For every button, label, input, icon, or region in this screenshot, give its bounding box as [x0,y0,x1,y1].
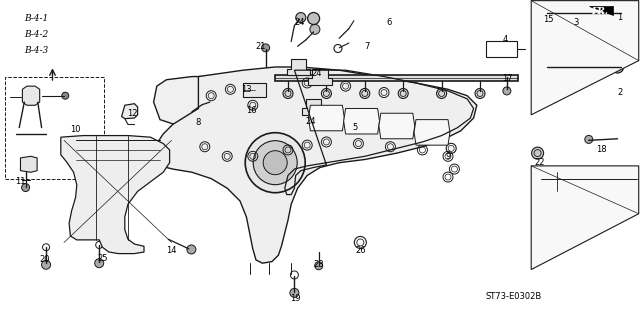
Circle shape [612,61,623,73]
Text: 13: 13 [241,85,252,94]
Circle shape [585,191,599,205]
Circle shape [612,204,623,217]
Circle shape [315,262,323,270]
Text: 22: 22 [534,158,545,167]
Bar [275,75,518,81]
Polygon shape [302,99,325,115]
Text: 19: 19 [291,294,301,303]
Text: 7: 7 [364,42,369,51]
Text: 17: 17 [502,74,513,83]
Text: 6: 6 [387,18,392,27]
Polygon shape [531,1,639,115]
Polygon shape [308,105,344,131]
Polygon shape [154,67,477,263]
Circle shape [263,151,287,175]
Circle shape [42,260,51,269]
Text: ST73-E0302B: ST73-E0302B [485,293,541,301]
Circle shape [436,88,447,99]
Circle shape [308,12,319,25]
Text: 3: 3 [573,18,579,27]
Polygon shape [20,156,37,172]
Circle shape [545,7,556,19]
Circle shape [590,8,600,18]
Circle shape [296,12,306,23]
Circle shape [95,259,104,268]
Text: 8: 8 [196,118,201,127]
Text: 24: 24 [312,69,322,78]
Circle shape [310,24,320,34]
Polygon shape [308,69,332,85]
Circle shape [503,87,511,95]
Polygon shape [287,59,310,75]
Circle shape [545,61,556,73]
Circle shape [187,245,196,254]
Text: 15: 15 [543,15,554,24]
Text: 21: 21 [256,42,266,51]
Text: 10: 10 [70,125,81,134]
Circle shape [62,92,68,99]
Text: 24: 24 [305,117,316,126]
Polygon shape [531,166,639,270]
Text: B-4-2: B-4-2 [24,30,49,39]
Polygon shape [61,136,170,254]
Text: B-4-3: B-4-3 [24,46,49,55]
Circle shape [590,62,600,72]
Polygon shape [344,108,380,134]
Polygon shape [414,120,450,145]
Text: B-4-1: B-4-1 [24,14,49,23]
Text: 26: 26 [355,246,365,255]
Text: 12: 12 [127,109,138,118]
Text: 20: 20 [40,256,50,264]
Polygon shape [589,6,613,15]
Circle shape [321,88,332,99]
Text: 18: 18 [596,145,607,154]
Circle shape [22,183,29,192]
Text: 24: 24 [294,18,305,27]
Text: 11: 11 [15,177,26,186]
Circle shape [539,14,549,24]
Polygon shape [154,77,256,126]
Circle shape [475,88,485,99]
Bar [5,77,104,179]
Text: 25: 25 [97,254,108,263]
Polygon shape [122,104,138,119]
Polygon shape [379,113,415,139]
Text: 4: 4 [503,35,508,44]
Circle shape [360,88,370,99]
Text: 1: 1 [617,13,622,22]
Circle shape [253,141,297,185]
Text: 14: 14 [166,246,177,255]
Text: 9: 9 [445,152,451,161]
Circle shape [262,44,269,52]
Circle shape [398,88,408,99]
Circle shape [556,177,572,193]
Circle shape [569,6,583,20]
Polygon shape [243,83,266,97]
Circle shape [585,135,593,144]
Circle shape [569,60,583,74]
Circle shape [612,7,623,19]
Circle shape [283,88,293,99]
Text: 5: 5 [353,123,358,132]
Text: 2: 2 [617,88,622,97]
Circle shape [532,147,543,159]
Circle shape [558,180,568,190]
Text: 23: 23 [314,260,324,269]
Circle shape [290,288,299,297]
Polygon shape [22,86,40,105]
Text: FR.: FR. [591,7,609,16]
Text: 16: 16 [246,106,257,115]
Circle shape [245,133,305,193]
